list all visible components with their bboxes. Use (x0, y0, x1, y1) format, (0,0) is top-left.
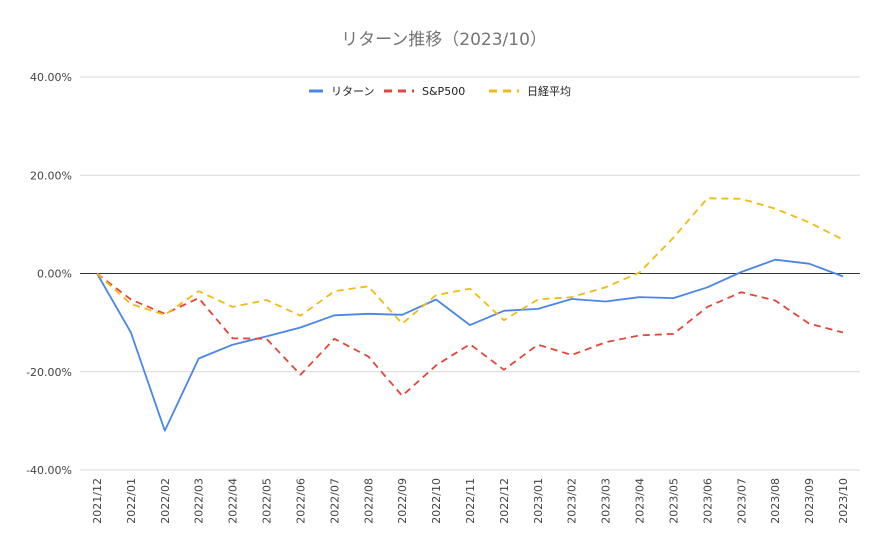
legend: リターン S&P500 日経平均 (309, 85, 571, 98)
series-line-3 (96, 197, 844, 325)
series-line-1 (96, 258, 844, 432)
legend-item: S&P500 (384, 85, 465, 98)
x-tick-label: 2021/12 (91, 478, 104, 524)
x-tick-label: 2023/02 (566, 478, 579, 524)
x-tick-label: 2023/07 (735, 478, 748, 524)
x-tick-label: 2022/10 (430, 478, 443, 524)
y-tick-label: -20.00% (26, 366, 72, 379)
legend-label: リターン (331, 85, 374, 98)
x-tick-label: 2023/08 (769, 478, 782, 524)
y-tick-label: -40.00% (26, 464, 72, 477)
x-tick-label: 2023/05 (667, 478, 680, 524)
x-tick-label: 2023/09 (803, 478, 816, 524)
x-tick-label: 2022/09 (396, 478, 409, 524)
chart-title: リターン推移（2023/10） (341, 30, 547, 50)
x-tick-label: 2023/06 (701, 478, 714, 524)
series-lines (96, 197, 844, 432)
x-tick-label: 2022/01 (125, 478, 138, 524)
x-tick-label: 2022/02 (159, 478, 172, 524)
x-tick-label: 2023/10 (837, 478, 850, 524)
legend-item: リターン (309, 85, 374, 98)
x-tick-label: 2023/04 (634, 478, 647, 524)
x-tick-label: 2022/06 (294, 478, 307, 524)
y-axis-tick-labels: 40.00% 20.00% 0.00% -20.00% -40.00% (26, 71, 72, 477)
y-tick-label: 0.00% (37, 268, 72, 281)
x-tick-label: 2022/04 (227, 478, 240, 524)
x-tick-label: 2023/03 (600, 478, 613, 524)
x-tick-label: 2022/11 (464, 478, 477, 524)
gridlines (80, 76, 860, 471)
y-tick-label: 40.00% (30, 71, 72, 84)
legend-item: 日経平均 (489, 85, 571, 98)
x-tick-label: 2022/12 (498, 478, 511, 524)
x-tick-label: 2022/07 (328, 478, 341, 524)
series-line-2 (96, 272, 844, 397)
legend-label: S&P500 (422, 85, 465, 98)
y-tick-label: 20.00% (30, 169, 72, 182)
x-axis-tick-labels: 2021/12 2022/01 2022/02 2022/03 2022/04 2022/… (91, 478, 850, 524)
legend-label: 日経平均 (527, 85, 571, 98)
x-tick-label: 2023/01 (532, 478, 545, 524)
x-tick-label: 2022/03 (193, 478, 206, 524)
x-tick-label: 2022/05 (261, 478, 274, 524)
x-tick-label: 2022/08 (362, 478, 375, 524)
